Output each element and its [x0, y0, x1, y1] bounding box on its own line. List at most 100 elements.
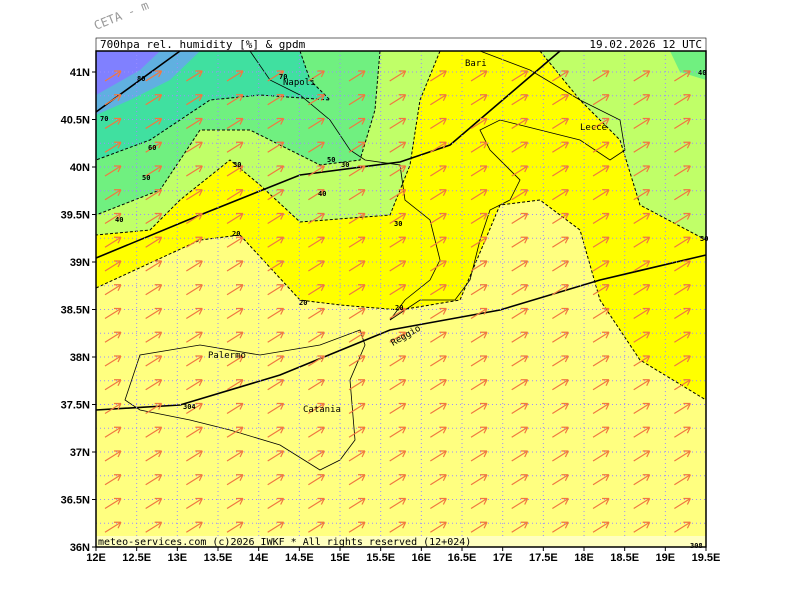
lon-tick-label: 16.5E	[448, 552, 477, 564]
wind-arrow	[633, 402, 651, 415]
wind-arrow	[226, 521, 244, 533]
wind-arrow	[592, 426, 610, 438]
wind-arrow	[430, 474, 447, 486]
wind-arrow	[674, 94, 691, 106]
wind-arrow	[104, 212, 122, 225]
wind-arrow	[348, 70, 366, 82]
wind-arrow	[470, 70, 488, 82]
wind-arrow	[348, 331, 366, 343]
wind-arrow	[674, 402, 691, 415]
wind-arrow	[430, 497, 447, 510]
wind-arrow	[552, 497, 569, 510]
wind-arrow	[430, 426, 447, 438]
wind-arrow	[633, 260, 651, 272]
wind-arrow	[552, 212, 569, 225]
wind-arrow	[633, 497, 651, 510]
wind-arrow	[145, 402, 163, 415]
wind-arrow	[389, 236, 407, 248]
wind-arrow	[592, 70, 610, 82]
wind-arrow	[592, 307, 610, 320]
wind-arrow	[389, 117, 407, 130]
wind-arrow	[186, 474, 203, 486]
wind-arrow	[511, 307, 529, 320]
wind-arrow	[674, 307, 691, 320]
wind-arrow	[348, 497, 366, 510]
wind-arrow	[104, 426, 122, 438]
wind-arrow	[674, 474, 691, 486]
lon-tick-label: 15.5E	[366, 552, 395, 564]
wind-arrow	[674, 70, 691, 82]
wind-arrow	[104, 165, 122, 177]
wind-arrow	[348, 450, 366, 462]
wind-arrow	[104, 117, 122, 130]
wind-arrow	[552, 94, 569, 106]
wind-arrow	[430, 189, 447, 201]
wind-arrow	[470, 521, 488, 533]
wind-arrow	[186, 450, 203, 462]
wind-arrow	[470, 450, 488, 462]
wind-arrow	[470, 497, 488, 510]
wind-arrow	[389, 521, 407, 533]
wind-arrow	[592, 379, 610, 391]
wind-arrow	[145, 426, 163, 438]
wind-arrow	[104, 307, 122, 320]
lon-tick-label: 19.5E	[692, 552, 721, 564]
wind-arrow	[633, 70, 651, 82]
wind-arrow	[511, 236, 529, 248]
wind-arrow	[511, 141, 529, 153]
contour-label: 40	[115, 216, 123, 224]
wind-arrow	[511, 497, 529, 510]
wind-arrow	[389, 331, 407, 343]
contour-label: 30	[394, 220, 402, 228]
lon-tick-label: 19E	[656, 552, 676, 564]
city-label: Palermo	[208, 351, 246, 361]
wind-arrow	[186, 497, 203, 510]
wind-arrow	[267, 70, 285, 82]
wind-arrow	[430, 141, 447, 153]
wind-arrow	[267, 402, 285, 415]
wind-arrow	[145, 331, 163, 343]
wind-arrow	[511, 70, 529, 82]
wind-arrow	[145, 117, 163, 130]
gpdm-line	[95, 50, 561, 259]
map-title: 700hpa rel. humidity [%] & gpdm	[100, 38, 306, 51]
wind-arrow	[145, 307, 163, 320]
lat-tick-label: 41N	[70, 67, 90, 79]
wind-arrow	[186, 236, 203, 248]
city-label: Bari	[465, 59, 487, 69]
wind-arrow	[633, 165, 651, 177]
wind-arrow	[389, 426, 407, 438]
wind-arrow	[226, 260, 244, 272]
wind-arrow	[104, 141, 122, 153]
map-frame	[95, 50, 707, 548]
wind-arrow	[104, 94, 122, 106]
wind-arrow	[186, 141, 203, 153]
lat-tick-label: 36N	[70, 542, 90, 554]
wind-arrow	[674, 284, 691, 296]
wind-arrow	[104, 331, 122, 343]
wind-arrow	[267, 379, 285, 391]
wind-arrow	[104, 450, 122, 462]
wind-arrow	[308, 307, 325, 320]
wind-arrow	[430, 212, 447, 225]
wind-arrow	[470, 331, 488, 343]
wind-arrow	[104, 379, 122, 391]
wind-arrow	[267, 284, 285, 296]
wind-arrow	[104, 497, 122, 510]
wind-arrow	[308, 331, 325, 343]
wind-arrow	[104, 355, 122, 367]
wind-arrow	[470, 355, 488, 367]
sicily-coast	[124, 329, 366, 471]
lon-tick-label: 17.5E	[529, 552, 558, 564]
wind-arrow	[145, 497, 163, 510]
wind-arrow	[389, 141, 407, 153]
lon-tick-label: 16E	[412, 552, 432, 564]
wind-arrow	[552, 426, 569, 438]
wind-arrow	[552, 260, 569, 272]
wind-arrow	[389, 497, 407, 510]
wind-arrow	[430, 165, 447, 177]
wind-arrow	[592, 355, 610, 367]
wind-arrow	[145, 70, 163, 82]
wind-arrow	[186, 521, 203, 533]
wind-arrow	[145, 474, 163, 486]
